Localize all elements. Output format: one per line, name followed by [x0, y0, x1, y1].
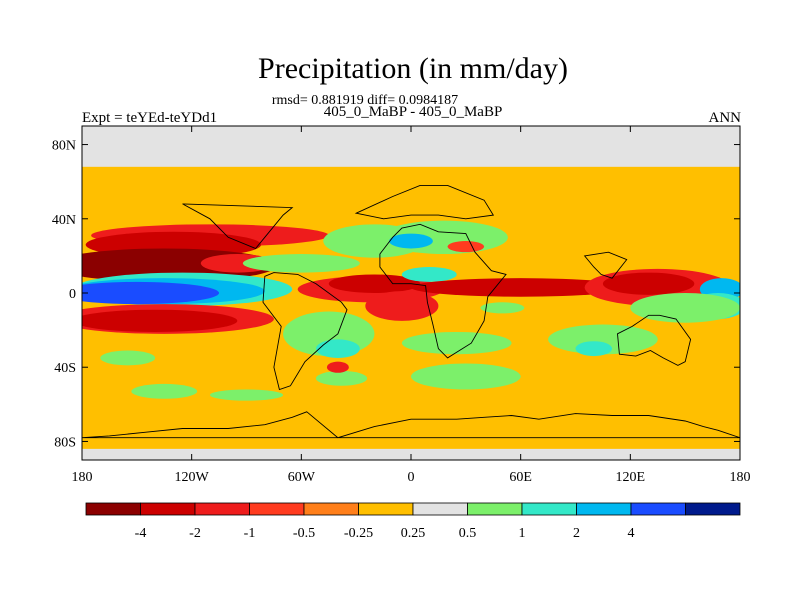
coastline: [617, 314, 692, 366]
y-tick-label: 0: [69, 287, 76, 302]
coastline: [82, 411, 740, 439]
x-tick-label: 180: [730, 470, 751, 485]
precip-anomaly: [100, 350, 156, 366]
x-axis: 180 120W 60W 0 60E 120E 180: [72, 126, 751, 485]
colorbar-label: -0.25: [344, 526, 373, 541]
precip-anomaly: [315, 339, 360, 358]
colorbar-swatch: [140, 502, 196, 516]
season-label: ANN: [708, 110, 742, 126]
colorbar-swatch: [303, 502, 359, 516]
colorbar-label: -1: [244, 526, 256, 541]
colorbar-swatch: [85, 502, 141, 516]
precip-anomaly: [82, 281, 220, 305]
colorbar-label: -0.5: [293, 526, 315, 541]
precip-anomaly: [411, 363, 521, 390]
x-tick-label: 0: [408, 470, 415, 485]
y-tick-label: 40N: [52, 213, 76, 228]
precip-anomaly: [447, 241, 485, 253]
experiment-label: Expt = teYEd-teYDd1: [82, 110, 218, 126]
coastline: [583, 251, 628, 279]
precip-anomaly: [480, 302, 525, 314]
x-tick-label: 180: [72, 470, 93, 485]
precip-anomaly: [326, 361, 349, 373]
colorbar-swatch: [521, 502, 577, 516]
colorbar-swatch: [194, 502, 250, 516]
colorbar-swatch: [630, 502, 686, 516]
x-tick-label: 60E: [509, 470, 532, 485]
y-tick-label: 40S: [54, 361, 76, 376]
colorbar-swatch: [249, 502, 305, 516]
precip-anomaly: [411, 278, 631, 297]
precip-anomaly: [131, 383, 198, 399]
precip-anomaly: [209, 389, 284, 401]
coastline-outlines: [82, 184, 740, 439]
precip-anomaly: [328, 274, 421, 293]
y-tick-label: 80N: [52, 139, 76, 154]
precipitation-field: [82, 126, 740, 460]
precip-anomaly: [630, 293, 740, 323]
precip-anomaly: [389, 233, 433, 249]
chart-subtitle: 405_0_MaBP - 405_0_MaBP: [323, 104, 503, 120]
precip-anomaly: [242, 254, 360, 273]
coastline: [182, 203, 294, 250]
colorbar: -4 -2 -1 -0.5 -0.25 0.25 0.5 1 2 4: [85, 502, 741, 541]
precip-anomaly: [575, 341, 613, 357]
y-axis: 80N 40N 0 40S 80S: [52, 139, 740, 450]
colorbar-label: -2: [189, 526, 201, 541]
precip-anomaly: [315, 370, 368, 386]
colorbar-swatch: [685, 502, 741, 516]
coastline: [379, 223, 507, 359]
colorbar-swatch: [467, 502, 523, 516]
precip-anomaly: [602, 272, 695, 295]
x-tick-label: 60W: [288, 470, 316, 485]
colorbar-label: -4: [135, 526, 147, 541]
colorbar-label: 1: [519, 526, 526, 541]
precip-anomaly: [401, 267, 457, 282]
stats-label: rmsd= 0.881919 diff= 0.0984187: [271, 93, 459, 108]
colorbar-label: 2: [573, 526, 580, 541]
precip-anomaly: [548, 324, 658, 355]
coastline: [354, 184, 495, 220]
precip-anomaly: [401, 331, 512, 355]
chart-title: Precipitation (in mm/day): [258, 52, 568, 85]
x-tick-label: 120E: [616, 470, 646, 485]
coastline: [262, 272, 348, 391]
colorbar-label: 0.25: [401, 526, 426, 541]
colorbar-swatch: [576, 502, 632, 516]
precip-anomaly: [365, 291, 439, 321]
precip-band: [82, 126, 740, 167]
colorbar-swatch: [412, 502, 468, 516]
precip-anomaly: [82, 309, 238, 332]
y-tick-label: 80S: [54, 435, 76, 450]
colorbar-label: 4: [628, 526, 635, 541]
colorbar-swatch: [358, 502, 414, 516]
x-tick-label: 120W: [175, 470, 210, 485]
colorbar-label: 0.5: [459, 526, 477, 541]
